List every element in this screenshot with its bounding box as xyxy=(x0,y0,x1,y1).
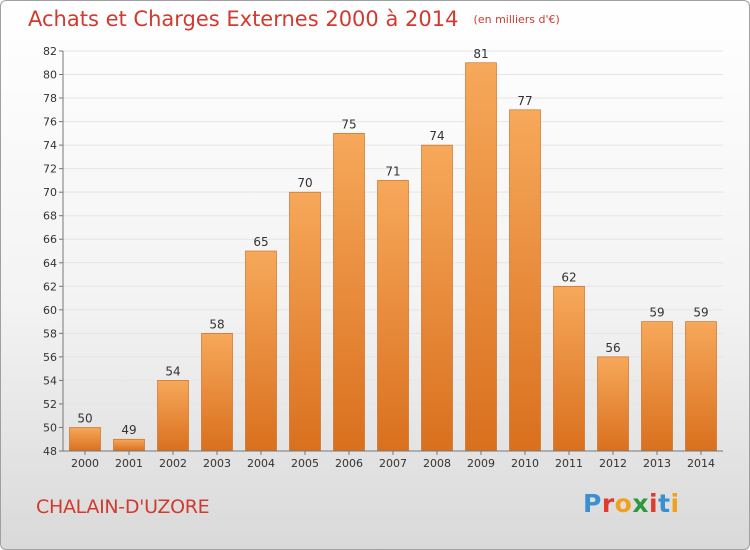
y-tick-label: 64 xyxy=(43,257,57,270)
bar-2008 xyxy=(421,144,453,452)
axes xyxy=(59,50,723,455)
bar-2011 xyxy=(553,285,585,452)
bar-2009 xyxy=(465,62,497,452)
data-label: 71 xyxy=(385,164,400,178)
data-label: 59 xyxy=(649,306,664,320)
y-tick-label: 74 xyxy=(43,139,57,152)
y-tick-label: 58 xyxy=(43,327,57,340)
proxiti-logo[interactable]: Proxiti xyxy=(583,489,680,518)
logo-letter: r xyxy=(601,489,615,518)
data-label: 62 xyxy=(561,270,576,284)
data-label: 50 xyxy=(77,411,92,425)
y-tick-label: 82 xyxy=(43,45,57,58)
logo-letter: o xyxy=(614,489,633,518)
x-tick-label: 2003 xyxy=(203,457,231,470)
y-tick-label: 66 xyxy=(43,233,57,246)
y-tick-label: 56 xyxy=(43,351,57,364)
data-label: 74 xyxy=(429,129,444,143)
data-label: 75 xyxy=(341,117,356,131)
y-tick-label: 50 xyxy=(43,421,57,434)
data-label: 77 xyxy=(517,94,532,108)
bar-2001 xyxy=(113,438,145,452)
bars xyxy=(69,62,717,452)
x-tick-label: 2004 xyxy=(247,457,275,470)
y-tick-label: 72 xyxy=(43,163,57,176)
y-tick-label: 68 xyxy=(43,210,57,223)
commune-name: CHALAIN-D'UZORE xyxy=(36,496,210,518)
x-tick-label: 2011 xyxy=(555,457,583,470)
x-tick-label: 2009 xyxy=(467,457,495,470)
bar-2010 xyxy=(509,109,541,452)
chart-title: Achats et Charges Externes 2000 à 2014 xyxy=(28,7,459,31)
data-label: 56 xyxy=(605,341,620,355)
bar-2000 xyxy=(69,427,101,452)
x-tick-label: 2008 xyxy=(423,457,451,470)
x-tick-label: 2000 xyxy=(71,457,99,470)
x-tick-label: 2010 xyxy=(511,457,539,470)
bar-2007 xyxy=(377,180,409,452)
bar-2013 xyxy=(641,321,673,452)
logo-letter: i xyxy=(670,489,680,518)
x-tick-label: 2014 xyxy=(687,457,715,470)
data-label: 70 xyxy=(297,176,312,190)
x-tick-label: 2007 xyxy=(379,457,407,470)
x-tick-label: 2013 xyxy=(643,457,671,470)
y-tick-label: 48 xyxy=(43,445,57,458)
x-tick-label: 2001 xyxy=(115,457,143,470)
y-tick-label: 54 xyxy=(43,374,57,387)
bar-2002 xyxy=(157,380,189,452)
y-tick-label: 70 xyxy=(43,186,57,199)
y-tick-label: 60 xyxy=(43,304,57,317)
x-tick-label: 2012 xyxy=(599,457,627,470)
y-tick-label: 62 xyxy=(43,280,57,293)
logo-letter: t xyxy=(658,489,671,518)
labels: 48 50 52 54 56 58 60 62 64 66 68 70 72 74 76 78 80 82 50 20… xyxy=(43,45,715,470)
data-label: 54 xyxy=(165,364,180,378)
y-tick-label: 78 xyxy=(43,92,57,105)
data-label: 65 xyxy=(253,235,268,249)
title-row: Achats et Charges Externes 2000 à 2014 (… xyxy=(28,7,560,31)
data-label: 81 xyxy=(473,47,488,61)
logo-letter: i xyxy=(649,489,659,518)
logo-letter: x xyxy=(632,489,649,518)
logo-letter: P xyxy=(583,489,602,518)
y-tick-label: 80 xyxy=(43,69,57,82)
bar-2004 xyxy=(245,250,277,452)
bar-2012 xyxy=(597,356,629,452)
data-label: 59 xyxy=(693,306,708,320)
bar-2005 xyxy=(289,191,321,452)
data-label: 49 xyxy=(121,423,136,437)
bar-2014 xyxy=(685,321,717,452)
bar-2006 xyxy=(333,133,365,452)
data-label: 58 xyxy=(209,317,224,331)
y-tick-label: 76 xyxy=(43,116,57,129)
x-tick-label: 2005 xyxy=(291,457,319,470)
x-tick-label: 2002 xyxy=(159,457,187,470)
chart-subtitle: (en milliers d'€) xyxy=(473,13,560,26)
y-tick-label: 52 xyxy=(43,398,57,411)
x-tick-label: 2006 xyxy=(335,457,363,470)
bar-2003 xyxy=(201,333,233,452)
